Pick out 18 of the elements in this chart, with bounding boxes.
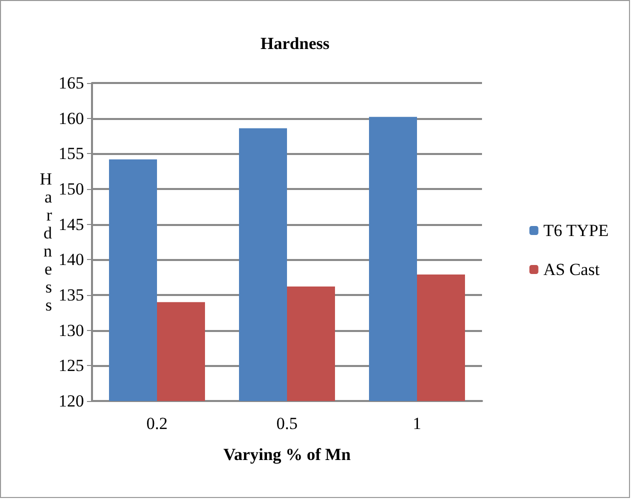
legend-label: AS Cast <box>543 260 600 279</box>
y-tick-label: 125 <box>58 356 84 376</box>
legend-label: T6 TYPE <box>543 221 609 240</box>
x-tick-label: 0.2 <box>146 414 168 433</box>
y-tick-label: 120 <box>58 392 84 410</box>
x-tick-label: 1 <box>412 414 422 433</box>
x-axis-title: Varying % of Mn <box>223 445 352 464</box>
y-tick-label: 145 <box>58 214 84 234</box>
y-tick-label: 160 <box>58 108 84 128</box>
y-tick-label: 140 <box>58 250 84 270</box>
y-tick-label: 135 <box>58 286 84 304</box>
x-tick-label: 0.5 <box>276 414 298 433</box>
y-tick-label: 165 <box>58 74 84 92</box>
y-tick-label: 150 <box>58 180 84 198</box>
y-axis-title: Hardness <box>40 170 52 314</box>
y-tick-label: 130 <box>58 320 84 340</box>
y-tick-label: 155 <box>58 144 84 164</box>
chart-title: Hardness <box>260 34 330 53</box>
